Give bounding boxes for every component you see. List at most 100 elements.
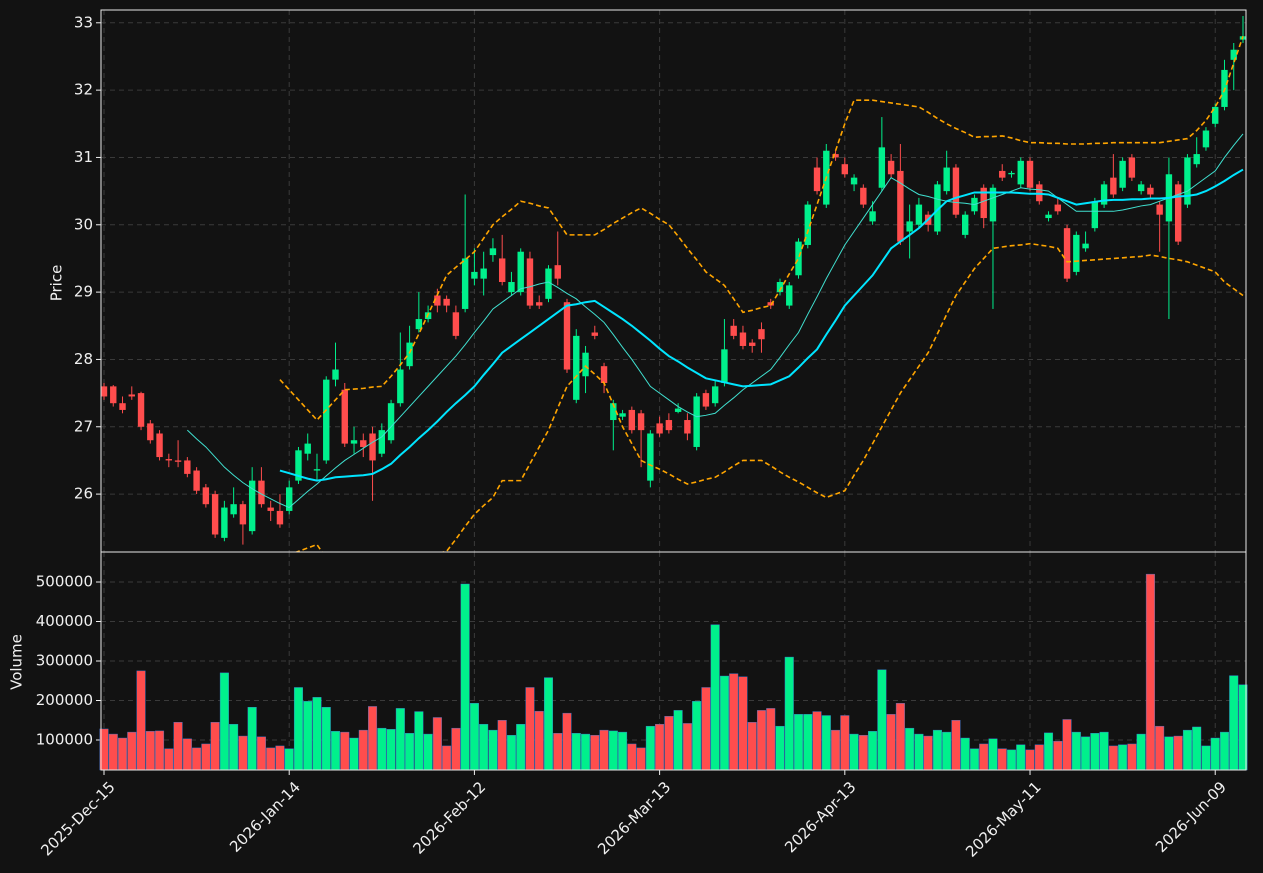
volume-bar	[877, 669, 887, 771]
y-tick-label: 100000	[36, 730, 93, 748]
volume-bar	[349, 737, 359, 771]
volume-bar	[655, 723, 665, 771]
candle-body	[721, 349, 728, 384]
volume-bar	[414, 711, 424, 771]
candle-body	[897, 170, 904, 242]
candle-body	[248, 480, 256, 532]
volume-bar	[293, 687, 303, 771]
candle-body	[258, 480, 265, 505]
volume-bar	[1071, 731, 1081, 771]
volume-bar	[988, 738, 998, 771]
candle-body	[786, 285, 793, 306]
volume-bar	[645, 725, 655, 771]
volume-bar	[1210, 737, 1220, 771]
volume-bar	[1219, 731, 1229, 771]
volume-bar	[497, 720, 507, 771]
candle-body	[1147, 187, 1154, 195]
volume-bar	[256, 736, 266, 771]
volume-bar	[460, 583, 470, 771]
candle-body	[795, 241, 802, 276]
volume-bar	[803, 714, 813, 771]
candle-body	[101, 386, 108, 397]
volume-bar	[136, 670, 146, 771]
volume-bar	[1127, 743, 1137, 771]
candle-body	[471, 271, 478, 279]
candle-body	[1054, 204, 1061, 212]
candle-body	[841, 164, 849, 175]
volume-bar	[155, 730, 165, 771]
volume-bar	[1118, 744, 1128, 771]
candle-body	[1128, 157, 1136, 178]
volume-bar	[979, 743, 989, 771]
candle-body	[637, 413, 645, 431]
candle-body	[193, 470, 200, 491]
volume-bar	[747, 722, 757, 771]
volume-bar	[118, 737, 128, 771]
y-tick-label: 27	[74, 417, 93, 435]
volume-bar	[719, 675, 729, 771]
volume-bar	[1229, 675, 1239, 771]
candle-body	[1063, 228, 1071, 279]
volume-bar	[1053, 740, 1063, 771]
candle-body	[767, 302, 774, 306]
candle-body	[915, 204, 923, 225]
candle-body	[369, 433, 376, 461]
candle-body	[147, 423, 154, 441]
candle-body	[156, 433, 163, 458]
candle-body	[869, 211, 876, 222]
candle-body	[323, 379, 330, 461]
candle-body	[508, 282, 515, 293]
volume-bar	[932, 729, 942, 771]
candle-body	[480, 268, 487, 279]
candle-body	[341, 389, 348, 444]
candle-body	[545, 268, 552, 299]
volume-bar	[1081, 736, 1091, 771]
volume-bar	[1145, 573, 1155, 771]
volume-bar	[710, 624, 720, 771]
volume-bar	[794, 714, 804, 771]
y-tick-label: 33	[74, 13, 93, 31]
candle-body	[1026, 160, 1034, 188]
volume-bar	[1136, 733, 1146, 771]
volume-bar	[358, 729, 368, 771]
candle-body	[647, 433, 654, 481]
y-tick-label: 32	[74, 81, 93, 99]
volume-bar	[1016, 744, 1026, 771]
candle-body	[980, 187, 987, 219]
volume-bar	[618, 731, 628, 771]
volume-bar	[1155, 725, 1165, 771]
candle-body	[286, 487, 293, 511]
volume-bar	[173, 722, 183, 771]
candle-body	[1110, 177, 1117, 195]
candle-body	[989, 187, 997, 222]
candle-body	[813, 167, 821, 192]
candle-body	[832, 154, 839, 158]
candle-body	[211, 494, 219, 535]
candle-body	[267, 507, 274, 511]
volume-bar	[331, 731, 341, 771]
candle-body	[304, 443, 311, 454]
candle-body	[563, 302, 571, 370]
candle-body	[526, 258, 534, 306]
indicator-line	[279, 168, 1244, 482]
volume-bar	[229, 723, 239, 771]
volume-bar	[960, 737, 970, 771]
volume-bar	[831, 729, 841, 771]
candle-body	[628, 409, 636, 431]
volume-bar	[303, 701, 313, 771]
candle-body	[961, 214, 969, 235]
volume-bar	[182, 738, 192, 771]
candle-body	[174, 460, 182, 462]
candle-body	[1174, 184, 1182, 242]
volume-bar	[340, 731, 350, 771]
y-axis-label: Price	[48, 265, 66, 302]
candle-body	[906, 221, 913, 232]
candle-body	[489, 248, 497, 256]
candle-body	[1091, 201, 1099, 229]
candle-body	[137, 393, 145, 427]
volume-bar	[219, 672, 229, 771]
volume-bar	[164, 748, 174, 771]
volume-bar	[692, 701, 702, 771]
candle-body	[1082, 243, 1089, 249]
